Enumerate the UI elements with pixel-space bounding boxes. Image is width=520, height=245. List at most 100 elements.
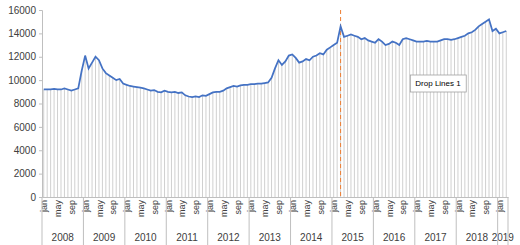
y-tick-mark [39, 127, 42, 128]
y-tick-mark [39, 33, 42, 34]
drop-line [157, 92, 158, 197]
x-axis: janmaysepjanmaysepjanmaysepjanmaysepjanm… [39, 197, 508, 217]
drop-line [478, 26, 479, 197]
drop-line [133, 87, 134, 197]
drop-line [368, 40, 369, 197]
drop-line [147, 89, 148, 197]
x-tick: sep [108, 197, 118, 215]
drop-line [164, 91, 165, 197]
drop-line [392, 42, 393, 197]
x-tick: may [177, 197, 187, 217]
x-axis-line [43, 197, 509, 198]
y-tick: 8000 [14, 98, 42, 109]
group-label: 2019 [492, 232, 515, 243]
drop-line [413, 40, 414, 197]
drop-line [416, 42, 417, 197]
x-tick: may [467, 197, 477, 217]
x-tick-label: may [385, 200, 395, 218]
drop-line [98, 60, 99, 197]
x-tick: may [219, 197, 229, 217]
group-label: 2013 [259, 232, 282, 243]
y-tick-mark [39, 104, 42, 105]
drop-line [243, 85, 244, 197]
drop-line [292, 54, 293, 197]
drop-line [437, 42, 438, 197]
group-separator [373, 197, 374, 245]
drop-line [78, 88, 79, 197]
drop-line [399, 45, 400, 197]
drop-line [237, 87, 238, 197]
group-separator [508, 197, 509, 245]
x-tick-label: may [136, 200, 146, 218]
drop-line [136, 87, 137, 197]
x-tick: jan [454, 197, 464, 213]
drop-line [333, 45, 334, 197]
x-tick: jan [246, 197, 256, 213]
x-tick: sep [357, 197, 367, 215]
x-tick: jan [164, 197, 174, 213]
y-tick-mark [39, 10, 42, 11]
drop-line [54, 89, 55, 197]
drop-line [395, 43, 396, 197]
drop-line [102, 68, 103, 197]
y-tick: 2000 [14, 168, 42, 179]
drop-line [350, 35, 351, 197]
drop-line [219, 92, 220, 197]
y-tick-mark [39, 57, 42, 58]
drop-line [302, 61, 303, 197]
group-label: 2015 [342, 232, 365, 243]
x-tick-label: may [260, 200, 270, 218]
y-tick-label: 6000 [14, 122, 37, 133]
drop-line [171, 92, 172, 197]
y-tick-label: 12000 [8, 51, 36, 62]
y-tick-label: 4000 [14, 145, 37, 156]
y-tick-label: 8000 [14, 98, 37, 109]
drop-line [57, 89, 58, 197]
drop-line [471, 32, 472, 197]
group-separator [456, 197, 457, 245]
chart: 0200040006000800010000120001400016000jan… [0, 0, 520, 245]
group-label: 2016 [383, 232, 406, 243]
drop-line [161, 92, 162, 197]
x-tick-label: jan [329, 200, 339, 213]
drop-line [406, 38, 407, 197]
group-label: 2012 [217, 232, 240, 243]
drop-line [223, 91, 224, 197]
drop-line [306, 59, 307, 197]
x-tick-label: jan [122, 200, 132, 213]
drop-line [288, 56, 289, 197]
drop-line [309, 60, 310, 197]
drop-line [451, 40, 452, 197]
x-tick-label: jan [454, 200, 464, 213]
x-tick: jan [371, 197, 381, 213]
drop-line [323, 54, 324, 197]
drop-line [485, 22, 486, 197]
drop-line [71, 91, 72, 197]
x-tick: may [53, 197, 63, 217]
drop-line [60, 89, 61, 197]
y-tick-mark [39, 80, 42, 81]
x-tick-label: sep [191, 200, 201, 215]
drop-line [319, 53, 320, 197]
x-tick-label: jan [495, 200, 505, 213]
drop-line [181, 92, 182, 197]
x-tick: jan [288, 197, 298, 213]
group-separator [414, 197, 415, 245]
drop-line [492, 31, 493, 197]
drop-line [447, 39, 448, 197]
x-tick-label: jan [164, 200, 174, 213]
y-tick-mark [39, 174, 42, 175]
drop-line [188, 96, 189, 197]
drop-line [250, 84, 251, 197]
drop-line [216, 92, 217, 197]
x-tick: may [260, 197, 270, 217]
y-tick-label: 0 [30, 192, 36, 203]
x-tick-label: may [302, 200, 312, 218]
drop-line [426, 41, 427, 197]
x-tick: jan [329, 197, 339, 213]
drop-line [178, 93, 179, 197]
drop-line [154, 90, 155, 197]
x-tick-label: may [219, 200, 229, 218]
drop-line [444, 39, 445, 197]
group-label: 2018 [466, 232, 489, 243]
